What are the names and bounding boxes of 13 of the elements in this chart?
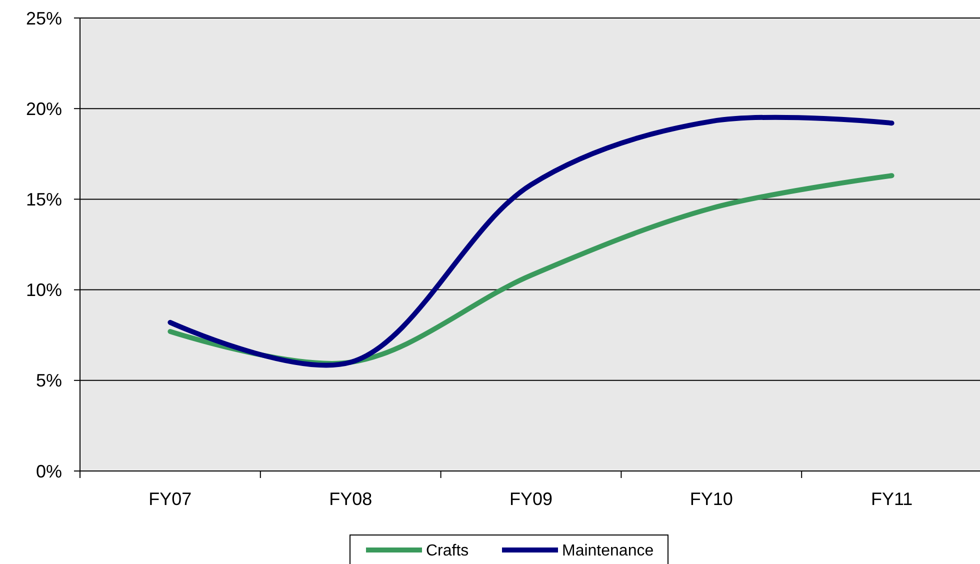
y-tick-label: 5% [36, 370, 62, 391]
y-tick-label: 15% [26, 190, 62, 210]
x-tick-label: FY11 [870, 489, 913, 509]
x-tick-label: FY10 [690, 489, 733, 509]
y-tick-label: 25% [26, 8, 62, 28]
y-tick-label: 20% [26, 98, 62, 119]
y-tick-label: 0% [36, 461, 62, 482]
legend-label: Maintenance [562, 542, 654, 560]
x-tick-label: FY09 [509, 489, 553, 509]
legend-label: Crafts [426, 542, 469, 560]
x-tick-label: FY07 [148, 489, 192, 509]
y-tick-label: 10% [26, 280, 62, 300]
x-tick-label: FY08 [329, 489, 372, 509]
